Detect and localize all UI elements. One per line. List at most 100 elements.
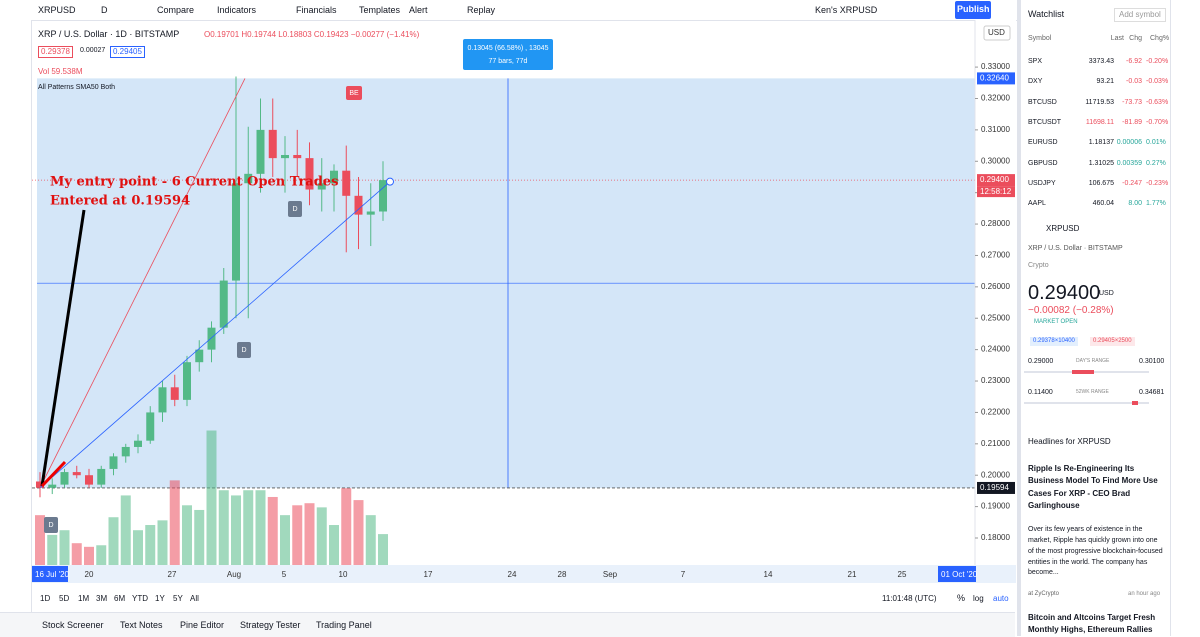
news-time: an hour ago bbox=[1128, 591, 1161, 597]
ask: 0.29405 bbox=[110, 46, 145, 58]
x-tick-label: 21 bbox=[848, 570, 857, 579]
publish[interactable]: Publish bbox=[957, 4, 990, 14]
day-high: 0.30100 bbox=[1139, 358, 1165, 365]
detail-change: −0.00082 (−0.28%) bbox=[1028, 305, 1114, 316]
watchlist-header: Last bbox=[1110, 35, 1124, 42]
range-button[interactable]: 1Y bbox=[155, 594, 165, 603]
watch-chg: -0.247 bbox=[1122, 179, 1142, 187]
bottom-tab[interactable]: Strategy Tester bbox=[240, 620, 301, 630]
volume-bar bbox=[280, 515, 290, 565]
watch-chgp: -0.23% bbox=[1146, 179, 1169, 187]
candle-body bbox=[85, 475, 93, 485]
range-button[interactable]: 5Y bbox=[173, 594, 183, 603]
watch-chg: 8.00 bbox=[1128, 200, 1142, 208]
detail-name: XRP / U.S. Dollar · BITSTAMP bbox=[1028, 245, 1123, 252]
volume-bar bbox=[243, 490, 254, 565]
bottom-tab[interactable]: Text Notes bbox=[120, 620, 163, 630]
watch-symbol[interactable]: BTCUSD bbox=[1028, 98, 1057, 106]
watch-last: 3373.43 bbox=[1088, 58, 1114, 65]
entry-label: 0.19594 bbox=[980, 483, 1009, 492]
y-tick-label: 0.31000 bbox=[981, 125, 1010, 134]
x-tick-label: Sep bbox=[603, 570, 618, 579]
auto-toggle[interactable]: auto bbox=[993, 594, 1009, 603]
time-axis bbox=[32, 565, 1016, 583]
y-tick-label: 0.30000 bbox=[981, 156, 1010, 165]
volume-bar bbox=[108, 517, 119, 565]
range-button[interactable]: 5D bbox=[59, 594, 70, 603]
y-tick-label: 0.23000 bbox=[981, 376, 1010, 385]
range-button[interactable]: 6M bbox=[114, 594, 126, 603]
watch-symbol[interactable]: EURUSD bbox=[1028, 139, 1058, 147]
watch-symbol[interactable]: GBPUSD bbox=[1028, 159, 1058, 167]
toolbar-interval[interactable]: D bbox=[101, 5, 108, 15]
candle-body bbox=[281, 154, 289, 159]
x-tick-label: 10 bbox=[339, 570, 348, 579]
bottom-tab[interactable]: Pine Editor bbox=[180, 620, 225, 630]
watch-symbol[interactable]: USDJPY bbox=[1028, 179, 1056, 187]
candle-body bbox=[232, 183, 240, 281]
pct-toggle[interactable]: % bbox=[957, 593, 966, 603]
bottom-tabs bbox=[0, 612, 1015, 637]
volume-bar bbox=[378, 534, 388, 565]
badge-d bbox=[237, 342, 251, 358]
candle-body bbox=[244, 173, 253, 184]
log-toggle[interactable]: log bbox=[973, 594, 984, 603]
candle-body bbox=[109, 456, 118, 469]
legend-ohlc: O0.19701 H0.19744 L0.18803 C0.19423 −0.0… bbox=[204, 30, 420, 39]
day-low: 0.29000 bbox=[1028, 358, 1054, 365]
top-line-label: 0.32640 bbox=[980, 74, 1009, 83]
bottom-tab[interactable]: Stock Screener bbox=[42, 620, 104, 630]
candle-body bbox=[72, 472, 81, 476]
entry-label-box bbox=[977, 481, 1015, 494]
candle-body bbox=[170, 387, 179, 400]
range-button[interactable]: All bbox=[190, 594, 199, 603]
toolbar-indicators[interactable]: Indicators bbox=[217, 5, 257, 15]
toolbar-alert[interactable]: Alert bbox=[409, 5, 428, 15]
watch-symbol[interactable]: BTCUSDT bbox=[1028, 118, 1062, 126]
toolbar-templates[interactable]: Templates bbox=[359, 5, 401, 15]
range-button[interactable]: 1D bbox=[40, 594, 51, 603]
toolbar-financials[interactable]: Financials bbox=[296, 5, 337, 15]
volume-bar bbox=[157, 520, 168, 565]
watch-symbol[interactable]: AAPL bbox=[1028, 200, 1046, 208]
measure-bars: 77 bars, 77d bbox=[489, 58, 528, 65]
watch-chg: -0.03 bbox=[1126, 78, 1142, 86]
layout-name[interactable]: Ken's XRPUSD bbox=[815, 5, 878, 15]
volume-bar bbox=[218, 490, 229, 565]
news-headline[interactable]: Ripple Is Re-Engineering Its Business Mo… bbox=[1028, 464, 1158, 511]
volume-bar bbox=[365, 515, 376, 565]
x-tick-label: 24 bbox=[508, 570, 517, 579]
watch-symbol[interactable]: DXY bbox=[1028, 78, 1043, 86]
candle-body bbox=[60, 472, 69, 485]
toolbar-compare[interactable]: Compare bbox=[157, 5, 195, 15]
toolbar-replay[interactable]: Replay bbox=[467, 5, 496, 15]
candle-body bbox=[183, 362, 191, 400]
x-tick-label: 28 bbox=[558, 570, 567, 579]
x-tick-label: 14 bbox=[764, 570, 773, 579]
volume-bar bbox=[329, 525, 339, 565]
publish-button[interactable] bbox=[955, 1, 991, 19]
news-headline[interactable]: Bitcoin and Altcoins Target Fresh Monthl… bbox=[1028, 613, 1156, 635]
range-button[interactable]: YTD bbox=[132, 594, 148, 603]
range-button[interactable]: 1M bbox=[78, 594, 90, 603]
top-line-label-box bbox=[977, 72, 1015, 85]
toolbar-symbol[interactable]: XRPUSD bbox=[38, 5, 76, 15]
spread: 0.00027 bbox=[80, 47, 106, 54]
left-toolbar bbox=[0, 20, 32, 636]
candle-body bbox=[293, 154, 302, 159]
bottom-tab[interactable]: Trading Panel bbox=[316, 620, 372, 630]
right-iconbar bbox=[1170, 0, 1200, 636]
price-axis bbox=[975, 20, 1016, 565]
volume-label: Vol 59.538M bbox=[38, 67, 83, 76]
day-label: DAY'S RANGE bbox=[1076, 358, 1110, 364]
trend-line bbox=[39, 181, 391, 489]
x-tick-label: 7 bbox=[681, 570, 686, 579]
news-summary: Over its few years of existence in the m… bbox=[1028, 526, 1163, 577]
volume-bar bbox=[316, 507, 327, 565]
countdown-box bbox=[977, 186, 1015, 198]
range-bars bbox=[1024, 370, 1149, 405]
watch-symbol[interactable]: SPX bbox=[1028, 58, 1043, 65]
range-button[interactable]: 3M bbox=[96, 594, 108, 603]
add-symbol[interactable]: Add symbol bbox=[1114, 8, 1166, 22]
watch-chg: 0.00006 bbox=[1116, 139, 1142, 147]
